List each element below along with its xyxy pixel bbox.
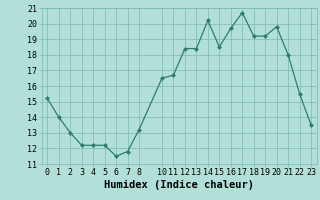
X-axis label: Humidex (Indice chaleur): Humidex (Indice chaleur)	[104, 180, 254, 190]
